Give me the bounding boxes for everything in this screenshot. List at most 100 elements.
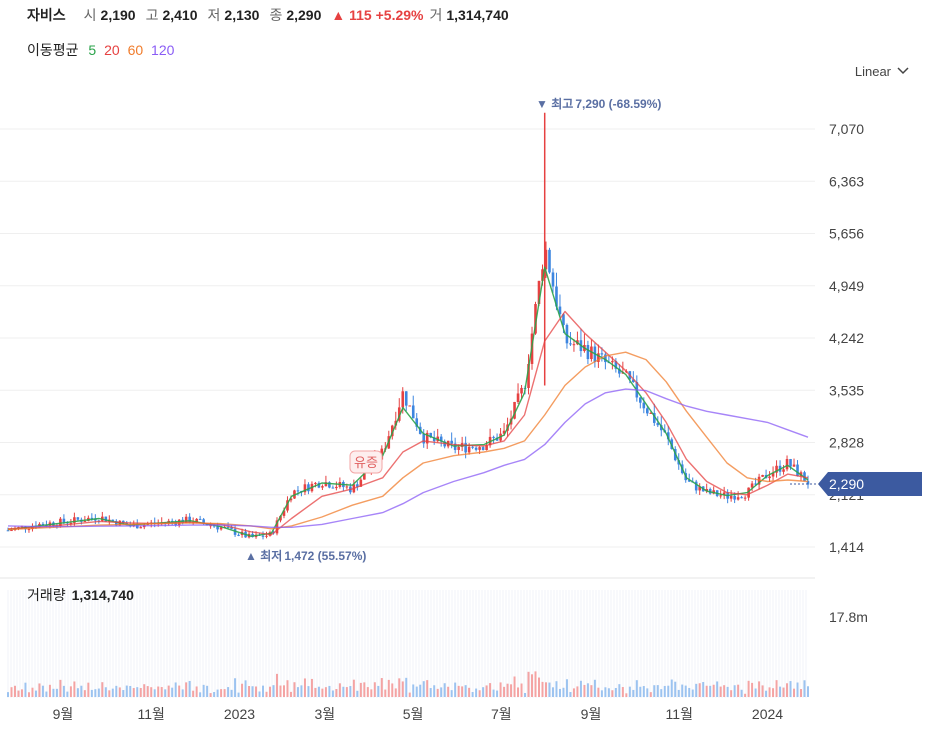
volume-bar (733, 685, 736, 697)
volume-bar (125, 685, 128, 697)
candle-body (481, 447, 485, 451)
moving-average-lines (7, 266, 809, 537)
candle-body (614, 361, 618, 369)
volume-bar (181, 689, 184, 697)
volume-bar (583, 684, 586, 697)
volume-bar (684, 685, 687, 697)
volume-bar (234, 678, 237, 697)
volume-bar (80, 685, 83, 697)
volume-bar (719, 686, 722, 697)
candle-body (754, 483, 757, 485)
volume-bar (681, 684, 684, 697)
volume-bar (461, 686, 464, 697)
candle-body (230, 527, 233, 529)
candle-body (184, 516, 188, 524)
volume-bar (286, 680, 289, 697)
scale-dropdown[interactable]: Linear (855, 60, 909, 82)
low-marker-prefix: 최저 (260, 548, 282, 563)
volume-bar (478, 690, 481, 697)
volume-value: 1,314,740 (446, 7, 509, 23)
candle-body (425, 432, 429, 444)
volume-bar (464, 685, 467, 697)
volume-bar (765, 690, 768, 697)
volume-bar (754, 688, 757, 697)
candle-body (356, 484, 359, 487)
volume-bar (27, 692, 30, 697)
volume-bar (7, 692, 9, 697)
volume-bar (153, 689, 156, 697)
candle-body (202, 519, 205, 524)
volume-bar (206, 685, 209, 697)
candle-body (307, 484, 310, 492)
event-badge[interactable]: 유증 (349, 450, 383, 474)
volume-bar (726, 686, 729, 697)
volume-bar (115, 685, 118, 697)
volume-bar (59, 679, 62, 697)
volume-bar (41, 685, 44, 697)
volume-bar (55, 688, 58, 697)
volume-bar (262, 685, 265, 697)
candle-body (537, 280, 541, 305)
volume-bar (513, 676, 516, 697)
time-tick-label: 11월 (666, 706, 693, 722)
time-tick-label: 2024 (752, 706, 783, 722)
candle-body (516, 393, 520, 402)
volume-bar (782, 687, 785, 697)
volume-bar (758, 681, 761, 697)
time-tick-label: 9월 (53, 706, 74, 722)
candle-body (450, 440, 453, 444)
volume-bar (202, 684, 205, 697)
volume-bar (419, 684, 422, 697)
price-tick-label: 4,949 (829, 278, 864, 294)
volume-bar (621, 687, 624, 697)
volume-bar (740, 689, 743, 697)
volume-bar (712, 684, 715, 697)
volume-bar (129, 685, 132, 697)
candle-body (474, 447, 478, 450)
candle-body (404, 391, 408, 406)
volume-bar (489, 683, 492, 697)
candle-body (90, 517, 94, 519)
low-value: 2,130 (224, 7, 260, 23)
volume-bar (544, 682, 547, 697)
volume-bar (227, 687, 230, 697)
volume-bar (698, 683, 701, 697)
candle-body (743, 497, 747, 499)
volume-bar (527, 671, 530, 697)
candle-body (740, 497, 743, 499)
candle-body (729, 495, 733, 499)
candle-body (104, 516, 108, 522)
candle-body (324, 482, 328, 487)
moving-average-legend[interactable]: 이동평균 5 20 60 120 (27, 40, 178, 60)
volume-bar (94, 689, 97, 697)
volume-bar (429, 688, 432, 697)
volume-bar (258, 691, 261, 697)
volume-bar (384, 689, 387, 697)
candle-body (432, 437, 436, 442)
volume-bar (789, 681, 792, 697)
volume-bar (730, 690, 733, 697)
candle-body (114, 521, 118, 526)
candles (6, 112, 810, 540)
candle-body (558, 306, 562, 315)
volume-bar (625, 693, 628, 697)
candle-body (590, 346, 593, 360)
change-value: ▲ 115 +5.29% (331, 7, 424, 23)
candle-body (652, 412, 656, 423)
volume-bar (524, 692, 527, 697)
candle-body (722, 492, 726, 496)
candle-body (618, 368, 621, 374)
volume-bar (607, 688, 610, 697)
volume-bar (83, 690, 86, 697)
candle-body (733, 495, 736, 500)
high-value: 2,410 (162, 7, 198, 23)
candle-body (555, 286, 558, 307)
volume-axis-tick: 17.8m (829, 609, 868, 625)
volume-bar (520, 683, 523, 697)
volume-bar (310, 678, 313, 697)
volume-bar (457, 685, 460, 697)
candle-body (41, 523, 45, 526)
volume-bar (150, 687, 153, 697)
